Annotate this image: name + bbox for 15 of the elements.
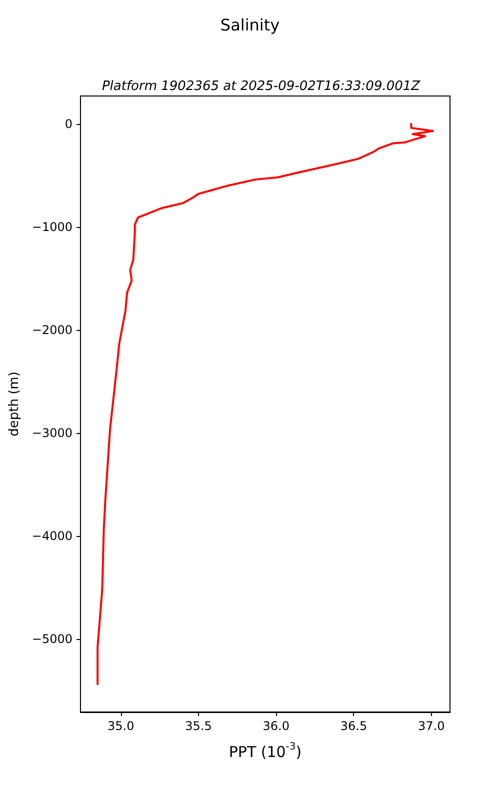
x-tick-label: 36.5 — [340, 719, 368, 733]
line-series — [96, 122, 434, 686]
y-tick-label: −4000 — [32, 528, 72, 543]
chart-title: Salinity — [220, 16, 280, 34]
chart-subtitle: Platform 1902365 at 2025-09-02T16:33:09.001Z — [102, 79, 422, 94]
x-tick-label: 36.0 — [262, 719, 290, 733]
y-tick-label: −1000 — [32, 220, 72, 234]
x-tick-label: 35.5 — [185, 719, 212, 733]
y-tick-label: 0 — [64, 116, 72, 131]
y-tick-label: −5000 — [32, 632, 72, 646]
x-tick-label: 35.0 — [108, 719, 134, 733]
x-tick-label: 37.0 — [418, 719, 445, 733]
y-tick-label: −3000 — [32, 426, 72, 440]
y-tick-label: −2000 — [32, 322, 72, 337]
y-axis-title: depth (m) — [7, 372, 22, 436]
